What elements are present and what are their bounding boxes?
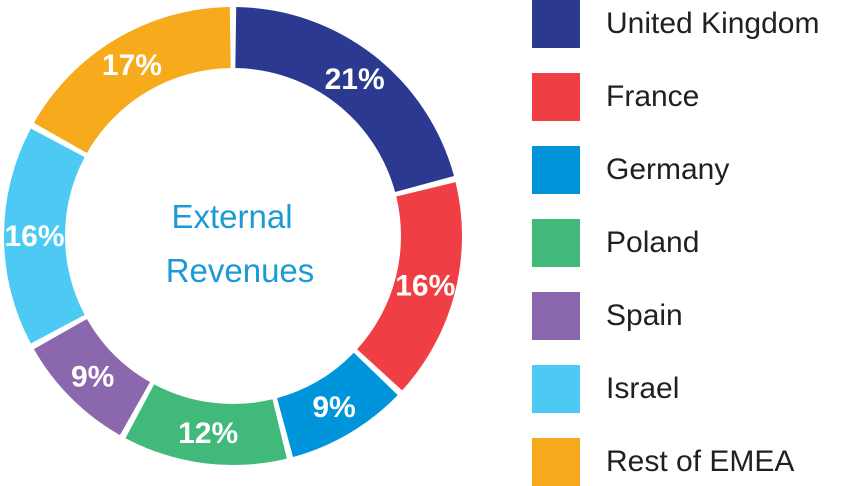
- legend-label: Germany: [606, 153, 730, 186]
- slice-france: [357, 182, 463, 391]
- slice-label-spain: 9%: [71, 360, 114, 393]
- legend-label: Spain: [606, 299, 683, 332]
- legend-item-poland: Poland: [532, 219, 842, 267]
- donut-chart: 21% 16% 9% 12% 9% 16% 17% External Revenues: [3, 7, 463, 465]
- legend-swatch: [532, 438, 580, 486]
- legend-swatch: [532, 146, 580, 194]
- legend-label: Rest of EMEA: [606, 445, 795, 478]
- legend-swatch: [532, 365, 580, 413]
- legend-item-rest-of-emea: Rest of EMEA: [532, 438, 842, 486]
- slice-label-rest-of-emea: 17%: [102, 49, 162, 82]
- slice-rest-of-emea: [33, 7, 231, 154]
- legend-swatch: [532, 0, 580, 48]
- legend-label: Poland: [606, 226, 700, 259]
- legend-item-france: France: [532, 73, 842, 121]
- legend-swatch: [532, 292, 580, 340]
- legend-label: United Kingdom: [606, 7, 820, 40]
- slice-poland: [125, 384, 287, 465]
- legend-item-united-kingdom: United Kingdom: [532, 0, 842, 48]
- donut-slices: [3, 7, 463, 465]
- slice-label-france: 16%: [395, 269, 455, 302]
- slice-germany: [277, 352, 398, 457]
- legend-swatch: [532, 73, 580, 121]
- legend-label: Israel: [606, 372, 680, 405]
- legend-item-spain: Spain: [532, 292, 842, 340]
- legend-item-israel: Israel: [532, 365, 842, 413]
- slice-spain: [33, 318, 151, 436]
- center-label-line-2: Revenues: [166, 252, 315, 289]
- slice-israel: [3, 128, 85, 344]
- slice-label-israel: 16%: [4, 220, 64, 253]
- legend-item-germany: Germany: [532, 146, 842, 194]
- slice-label-united-kingdom: 21%: [325, 63, 385, 96]
- legend-label: France: [606, 80, 700, 113]
- legend-swatch: [532, 219, 580, 267]
- slice-labels: 21% 16% 9% 12% 9% 16% 17%: [4, 49, 455, 450]
- slice-label-poland: 12%: [178, 417, 238, 450]
- slice-label-germany: 9%: [312, 391, 355, 424]
- slice-united-kingdom: [235, 7, 454, 192]
- center-label-line-1: External: [171, 198, 292, 235]
